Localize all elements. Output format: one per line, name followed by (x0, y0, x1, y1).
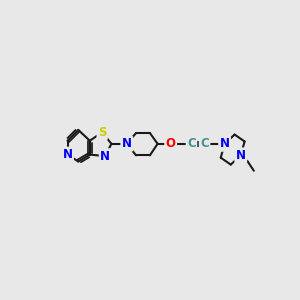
Text: S: S (98, 126, 106, 139)
Text: N: N (100, 150, 110, 163)
Text: N: N (62, 148, 73, 161)
Text: C: C (200, 137, 209, 150)
Text: N: N (122, 137, 132, 150)
Text: N: N (220, 137, 230, 150)
Text: O: O (166, 137, 176, 150)
Text: N: N (236, 149, 246, 162)
Text: C: C (187, 137, 196, 150)
